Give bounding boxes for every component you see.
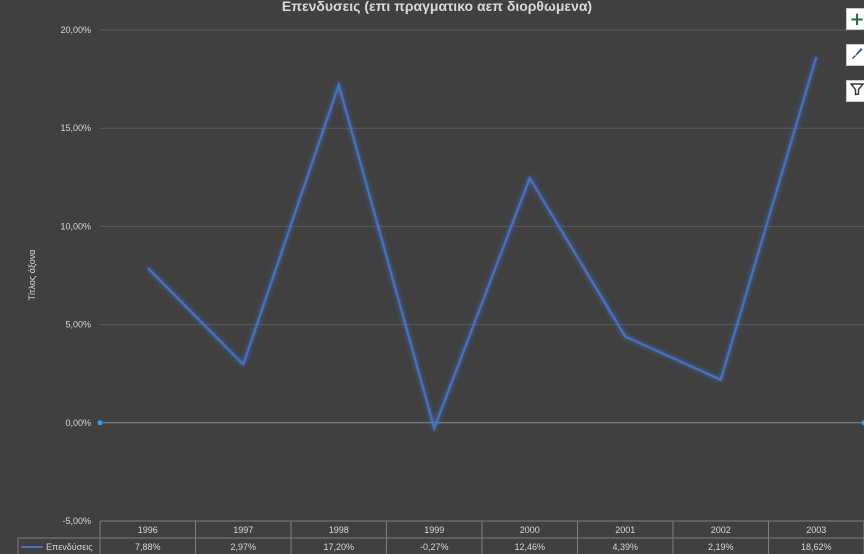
data-value-label: -0,27% <box>420 542 449 552</box>
chart-styles-icon <box>850 46 864 65</box>
chart-elements-button[interactable]: + <box>846 8 864 30</box>
x-category-label: 2002 <box>711 525 731 535</box>
series-line <box>146 56 818 432</box>
y-tick-label: 5,00% <box>65 320 91 330</box>
x-category-label: 1997 <box>233 525 253 535</box>
data-value-label: 2,19% <box>708 542 734 552</box>
y-tick-label: 15,00% <box>60 123 91 133</box>
y-axis-title: Τίτλος άξονα <box>27 250 37 301</box>
y-tick-label: -5,00% <box>62 516 91 526</box>
data-value-label: 4,39% <box>612 542 638 552</box>
selection-handle <box>97 420 103 426</box>
y-tick-label: 0,00% <box>65 418 91 428</box>
x-category-label: 1996 <box>138 525 158 535</box>
chart-elements-icon: + <box>849 8 864 30</box>
y-tick-label: 20,00% <box>60 25 91 35</box>
selection-handles <box>97 420 864 426</box>
x-category-label: 2003 <box>806 525 826 535</box>
x-category-label: 1998 <box>329 525 349 535</box>
data-value-label: 18,62% <box>801 542 832 552</box>
x-category-label: 2001 <box>615 525 635 535</box>
x-category-label: 1999 <box>424 525 444 535</box>
data-table: 1996 1997 1998 1999 2000 2001 2002 2003 Επενδύσε… <box>17 520 864 554</box>
y-axis-ticks: 20,00% 15,00% 10,00% 5,00% 0,00% -5,00% <box>60 25 91 526</box>
series-group <box>146 56 818 432</box>
data-value-label: 12,46% <box>514 542 545 552</box>
data-value-label: 17,20% <box>323 542 354 552</box>
chart-styles-button[interactable] <box>846 44 864 66</box>
y-tick-label: 10,00% <box>60 221 91 231</box>
gridlines <box>100 29 864 424</box>
data-value-label: 7,88% <box>135 542 161 552</box>
selection-handle <box>861 420 864 426</box>
x-category-label: 2000 <box>520 525 540 535</box>
data-value-label: 2,97% <box>230 542 256 552</box>
chart-filters-icon <box>849 82 864 101</box>
legend-label: Επενδύσεις <box>46 542 93 552</box>
chart-filters-button[interactable] <box>846 80 864 102</box>
chart-title: Επενδυσεις (επι πραγματικο αεπ διορθωμεν… <box>282 0 592 14</box>
